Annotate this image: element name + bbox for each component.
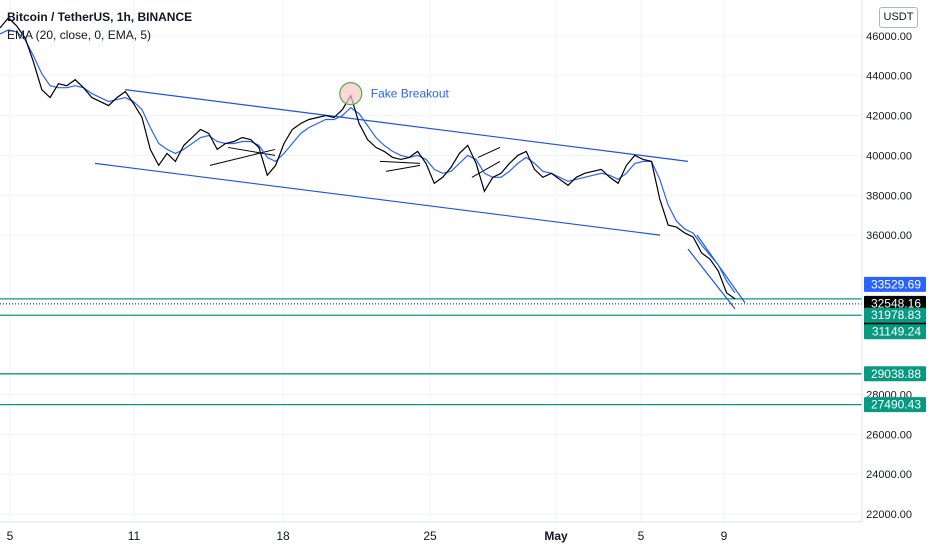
fake-breakout-circle [339, 82, 363, 106]
x-tick-label: May [544, 529, 568, 543]
y-axis: 22000.0024000.0026000.0028000.0036000.00… [866, 31, 912, 521]
ema-indicator-label[interactable]: EMA (20, close, 0, EMA, 5) [7, 28, 152, 42]
channel-upper-line [124, 89, 689, 162]
support-lines [0, 298, 862, 406]
x-tick-label: 25 [423, 529, 437, 543]
y-tick-label: 36000.00 [866, 230, 912, 242]
x-tick-label: 5 [7, 529, 14, 543]
fake-breakout-label: Fake Breakout [371, 87, 450, 101]
x-tick-label: 5 [638, 529, 645, 543]
fake-breakout-annotation: Fake Breakout [339, 82, 450, 106]
price-label-value: 31149.24 [872, 325, 921, 339]
price-line [0, 17, 736, 300]
x-axis: 5 11 18 25 May 5 9 [7, 529, 728, 543]
y-tick-label: 24000.00 [866, 469, 912, 481]
pattern-lower-line [471, 160, 501, 178]
price-label-box [864, 397, 926, 413]
grid [0, 0, 862, 522]
y-tick-label: 46000.00 [866, 31, 912, 43]
y-tick-label: 40000.00 [866, 150, 912, 162]
price-label-box [864, 366, 926, 382]
price-label-value: 32548.16 [871, 296, 921, 310]
y-tick-label: 42000.00 [866, 111, 912, 123]
pattern-lower-line [209, 148, 276, 166]
wedge-lower-line [687, 248, 736, 310]
price-label-box [864, 324, 926, 340]
price-labels: 33529.6932548.1619:3231978.8331149.24290… [864, 276, 926, 413]
chart-title: Bitcoin / TetherUS, 1h, BINANCE [7, 10, 193, 24]
y-tick-label: 26000.00 [866, 429, 912, 441]
channel-lower-line [94, 162, 661, 236]
x-tick-label: 9 [721, 529, 728, 543]
price-label-box [864, 307, 926, 323]
price-label-value: 31978.83 [871, 308, 921, 322]
price-label-value: 27490.43 [871, 398, 921, 412]
pattern-upper-line [227, 146, 276, 156]
price-label-value: 33529.69 [871, 277, 921, 291]
pattern-lower-line [385, 164, 421, 172]
currency-button[interactable]: USDT [879, 7, 918, 28]
price-label-value: 29038.88 [871, 367, 921, 381]
falling-wedge [687, 234, 746, 310]
y-tick-label: 44000.00 [866, 71, 912, 83]
consolidation-patterns [209, 146, 501, 178]
trend-channel [94, 89, 689, 236]
x-tick-label: 18 [276, 529, 290, 543]
pattern-upper-line [477, 146, 501, 158]
y-tick-label: 38000.00 [866, 190, 912, 202]
ema-line [0, 29, 736, 294]
x-tick-label: 11 [128, 529, 141, 543]
price-label-box [864, 276, 926, 292]
y-tick-label: 22000.00 [866, 509, 912, 521]
pattern-upper-line [379, 160, 421, 164]
